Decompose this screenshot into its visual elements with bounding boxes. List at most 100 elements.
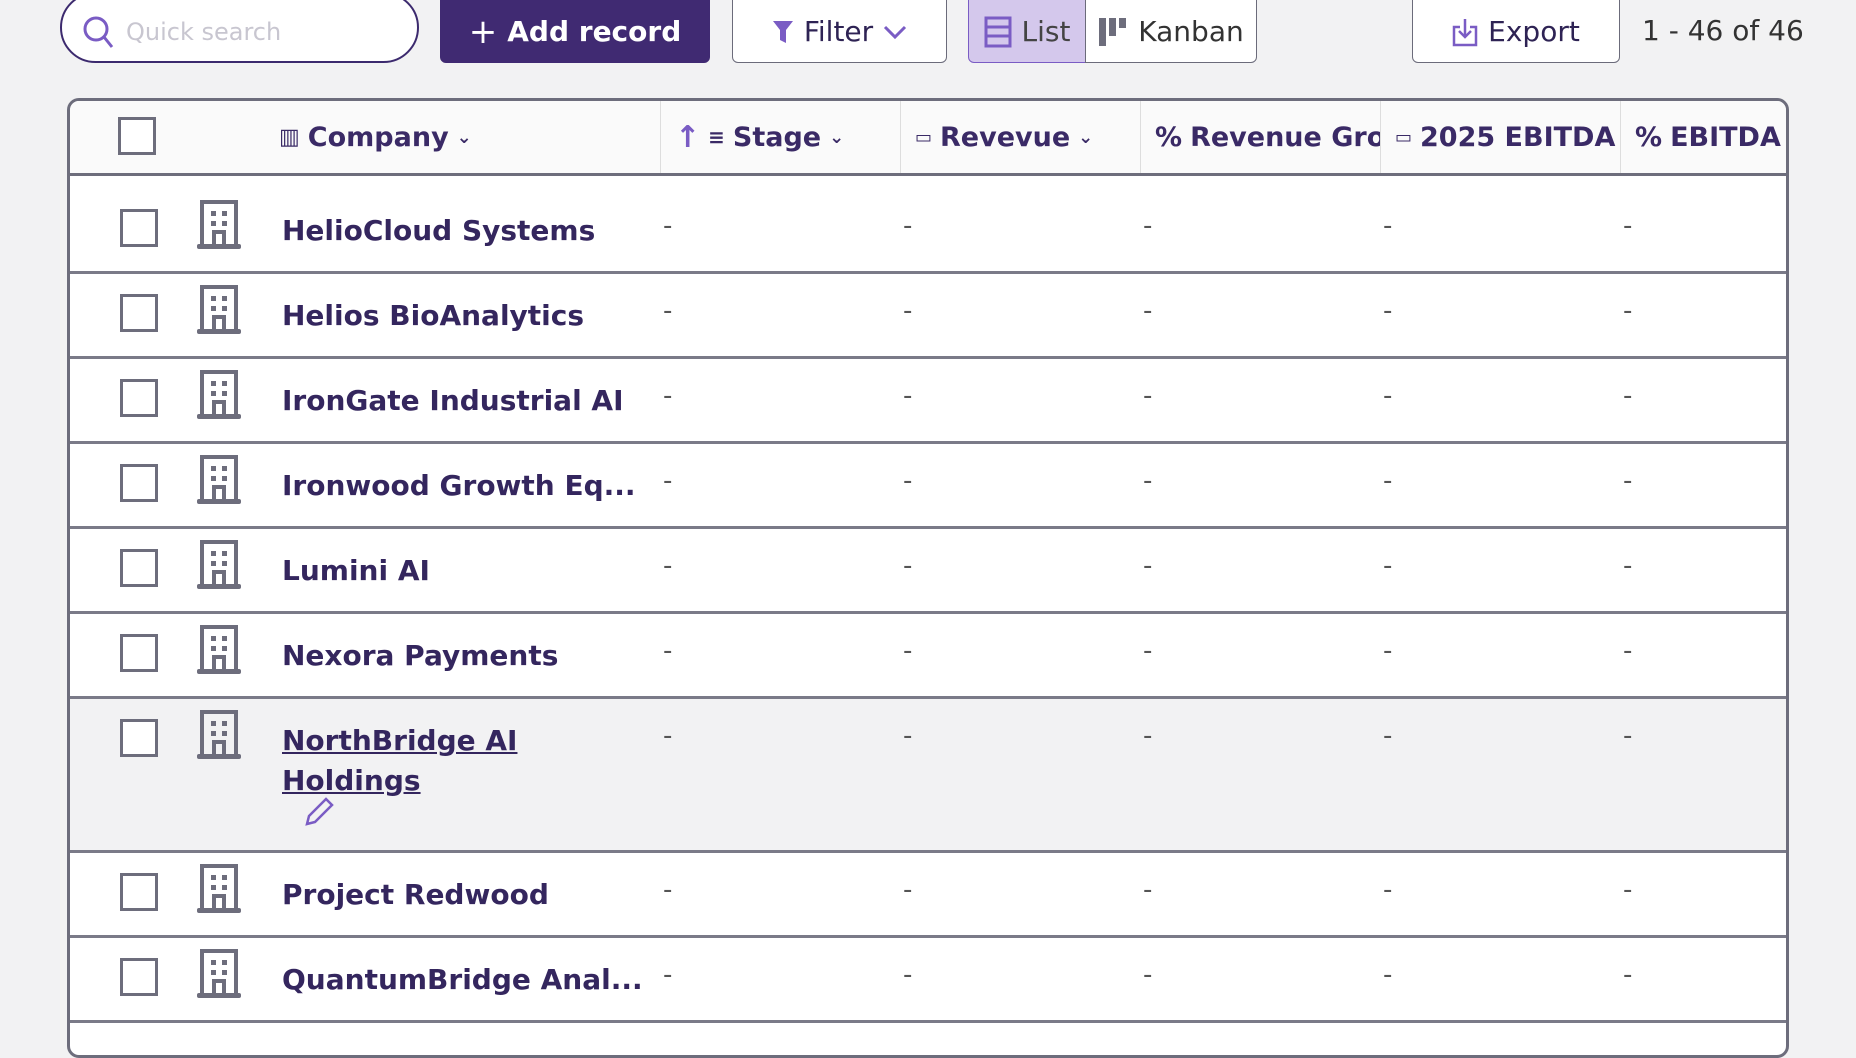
money-icon: ▭ [1395,126,1413,148]
cell-value: - [1623,875,1633,905]
table-row[interactable]: Project Redwood - - - - - [70,853,1786,938]
filter-label: Filter [803,15,874,48]
table-row[interactable]: IronGate Industrial AI - - - - - [70,359,1786,444]
company-name-link[interactable]: Helios BioAnalytics [282,299,585,332]
building-icon [194,284,244,340]
percent-icon: % [1635,121,1663,153]
row-checkbox[interactable] [120,958,158,996]
chevron-down-icon: ⌄ [829,126,845,148]
cell-value: - [663,721,673,751]
kanban-view-tab[interactable]: Kanban [1085,0,1257,63]
column-revenue-growth[interactable]: % Revenue Gro [1140,101,1380,173]
company-name-link[interactable]: Ironwood Growth Eq... [282,469,636,502]
cell-value: - [903,466,913,496]
table-row[interactable]: Helios BioAnalytics - - - - - [70,274,1786,359]
cell-value: - [663,296,673,326]
row-checkbox[interactable] [120,873,158,911]
table-row[interactable]: NorthBridge AI Holdings - - - - - [70,699,1786,853]
cell-value: - [663,381,673,411]
table-row[interactable]: QuantumBridge Anal... - - - - - [70,938,1786,1023]
cell-value: - [1143,466,1153,496]
cell-value: - [1383,551,1393,581]
cell-value: - [663,466,673,496]
table-row[interactable]: Nexora Payments - - - - - [70,614,1786,699]
list-label: List [1021,15,1071,48]
cell-value: - [1143,296,1153,326]
kanban-icon [1099,17,1127,46]
records-table: ▥ Company ⌄ ↑ ≡ Stage ⌄ ▭ Revevue ⌄ % Revenue Gr… [67,98,1789,1058]
cell-value: - [1143,551,1153,581]
sort-ascending-icon: ↑ [675,119,701,155]
company-name-link[interactable]: Lumini AI [282,554,430,587]
row-checkbox[interactable] [120,464,158,502]
column-label: 2025 EBITDA [1420,121,1616,153]
cell-value: - [663,960,673,990]
cell-value: - [663,636,673,666]
cell-value: - [1383,636,1393,666]
company-name-link[interactable]: Project Redwood [282,878,549,911]
building-icon [194,369,244,425]
cell-value: - [1383,721,1393,751]
cell-value: - [1623,211,1633,241]
cell-value: - [1383,960,1393,990]
table-row[interactable]: Ironwood Growth Eq... - - - - - [70,444,1786,529]
percent-icon: % [1155,121,1183,153]
cell-value: - [1143,381,1153,411]
column-stage[interactable]: ↑ ≡ Stage ⌄ [660,101,900,173]
export-label: Export [1488,15,1580,48]
cell-value: - [903,721,913,751]
column-2025-ebitda[interactable]: ▭ 2025 EBITDA [1380,101,1620,173]
cell-value: - [1623,636,1633,666]
column-label: Revevue [940,121,1071,153]
row-checkbox[interactable] [120,549,158,587]
building-icon [194,948,244,1004]
select-all-checkbox[interactable] [118,117,156,155]
add-record-button[interactable]: + Add record [440,0,710,63]
row-checkbox[interactable] [120,379,158,417]
column-label: Company [307,121,449,153]
table-row[interactable]: HelioCloud Systems - - - - - [70,189,1786,274]
chevron-down-icon [884,25,907,39]
cell-value: - [663,875,673,905]
building-icon [194,624,244,680]
cell-value: - [663,211,673,241]
company-name-link[interactable]: NorthBridge AI Holdings [282,724,518,797]
filter-button[interactable]: Filter [732,0,947,63]
row-checkbox[interactable] [120,634,158,672]
cell-value: - [1623,466,1633,496]
column-company[interactable]: ▥ Company ⌄ [265,101,660,173]
cell-value: - [903,296,913,326]
cell-value: - [1143,960,1153,990]
cell-value: - [1623,960,1633,990]
building-icon [194,539,244,595]
cell-value: - [903,960,913,990]
building-icon [194,863,244,919]
list-view-tab[interactable]: List [968,0,1086,63]
table-row[interactable]: Lumini AI - - - - - [70,529,1786,614]
edit-pencil-icon[interactable] [302,795,336,833]
row-checkbox[interactable] [120,719,158,757]
column-ebitda-margin[interactable]: %EBITDA M [1620,101,1786,173]
company-name-link[interactable]: HelioCloud Systems [282,214,596,247]
cell-value: - [903,551,913,581]
cell-value: - [903,875,913,905]
building-icon [194,709,244,765]
cell-value: - [663,551,673,581]
filter-icon [772,20,793,43]
company-name-link[interactable]: QuantumBridge Anal... [282,963,643,996]
cell-value: - [1143,636,1153,666]
cell-value: - [1623,721,1633,751]
export-button[interactable]: Export [1412,0,1620,63]
cell-value: - [903,636,913,666]
column-label: EBITDA M [1670,121,1786,153]
company-name-link[interactable]: Nexora Payments [282,639,559,672]
download-icon [1452,18,1478,46]
row-checkbox[interactable] [120,294,158,332]
column-revenue[interactable]: ▭ Revevue ⌄ [900,101,1140,173]
quick-search[interactable] [60,0,419,63]
cell-value: - [1383,875,1393,905]
row-checkbox[interactable] [120,209,158,247]
company-name-link[interactable]: IronGate Industrial AI [282,384,624,417]
building-icon [194,454,244,510]
search-input[interactable] [126,17,376,46]
